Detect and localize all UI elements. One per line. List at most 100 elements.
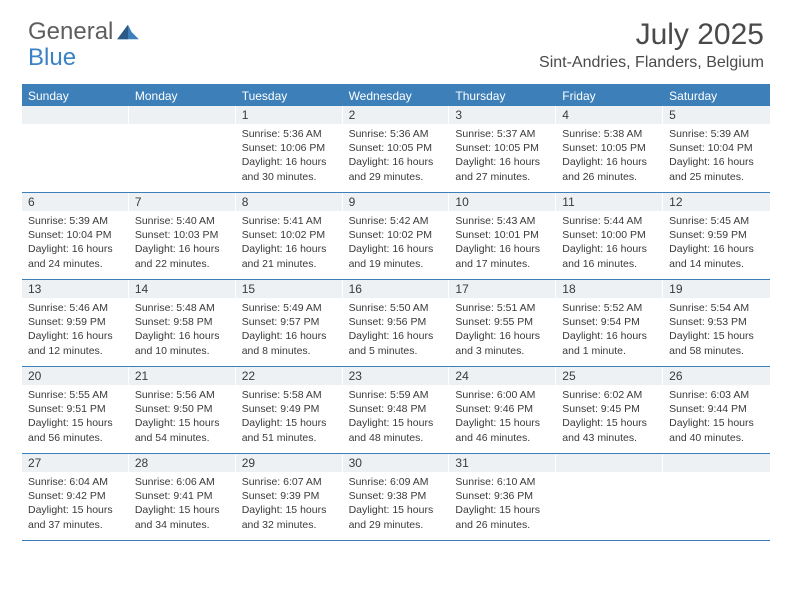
daylight-line: Daylight: 16 hours and 24 minutes.: [28, 243, 113, 269]
day-content: Sunrise: 5:44 AM Sunset: 10:00 PM Daylight…: [556, 211, 663, 277]
day-number-empty: [556, 454, 663, 472]
day-content: Sunrise: 5:58 AMSunset: 9:49 PMDaylight:…: [236, 385, 343, 451]
week-row: 27 Sunrise: 6:04 AM Sunset: 9:42 PM Dayligh…: [22, 454, 770, 541]
day-number: 15: [236, 280, 343, 298]
daylight-line: Daylight: 16 hours and 8 minutes.: [242, 330, 327, 356]
sunrise-line: Sunrise: 5:49 AM: [242, 302, 322, 314]
sunrise-line: Sunrise: 6:04 AM: [28, 476, 108, 488]
day-content: Sunrise: 5:54 AM Sunset: 9:53 PM Daylight:…: [663, 298, 770, 364]
weekday-header: Friday: [556, 86, 663, 106]
daylight-line: Daylight: 16 hours and 1 minute.: [562, 330, 647, 356]
day-number: 17: [449, 280, 556, 298]
day-number: 6: [22, 193, 129, 211]
day-content: Sunrise: 6:04 AMSunset: 9:42 PMDaylight:…: [22, 472, 129, 538]
sunrise-line: Sunrise: 5:44 AM: [562, 215, 642, 227]
sunset-line: Sunset: 9:58 PM: [135, 316, 213, 328]
sunrise-line: Sunrise: 5:45 AM: [669, 215, 749, 227]
day-cell: 3Sunrise: 5:37 AMSunset: 10:05 PMDayligh…: [449, 106, 556, 192]
day-cell: 1Sunrise: 5:36 AMSunset: 10:06 PMDayligh…: [236, 106, 343, 192]
day-number: 27: [22, 454, 129, 472]
daylight-line: Daylight: 15 hours and 58 minutes.: [669, 330, 754, 356]
weekday-header: Saturday: [663, 86, 770, 106]
day-cell: 13Sunrise: 5:46 AMSunset: 9:59 PMDayligh…: [22, 280, 129, 366]
daylight-line: Daylight: 15 hours and 56 minutes.: [28, 417, 113, 443]
sunset-line: Sunset: 10:00 PM: [562, 229, 645, 241]
day-number: 24: [449, 367, 556, 385]
day-cell: 23Sunrise: 5:59 AMSunset: 9:48 PMDayligh…: [343, 367, 450, 453]
daylight-line: Daylight: 16 hours and 30 minutes.: [242, 156, 327, 182]
day-number: 11: [556, 193, 663, 211]
sunrise-line: Sunrise: 5:55 AM: [28, 389, 108, 401]
sunrise-line: Sunrise: 6:02 AM: [562, 389, 642, 401]
daylight-line: Daylight: 16 hours and 12 minutes.: [28, 330, 113, 356]
day-content: Sunrise: 5:36 AMSunset: 10:06 PMDaylight…: [236, 124, 343, 190]
daylight-line: Daylight: 16 hours and 17 minutes.: [455, 243, 540, 269]
day-cell: 21Sunrise: 5:56 AMSunset: 9:50 PMDayligh…: [129, 367, 236, 453]
sunrise-line: Sunrise: 6:03 AM: [669, 389, 749, 401]
day-cell: [129, 106, 236, 192]
day-number: 19: [663, 280, 770, 298]
sunset-line: Sunset: 9:59 PM: [28, 316, 106, 328]
day-number: 3: [449, 106, 556, 124]
day-content: Sunrise: 6:07 AMSunset: 9:39 PMDaylight:…: [236, 472, 343, 538]
week-row: 20Sunrise: 5:55 AMSunset: 9:51 PMDayligh…: [22, 367, 770, 454]
weekday-header: Monday: [129, 86, 236, 106]
sunrise-line: Sunrise: 6:09 AM: [349, 476, 429, 488]
daylight-line: Daylight: 15 hours and 26 minutes.: [455, 504, 540, 530]
day-cell: 22Sunrise: 5:58 AMSunset: 9:49 PMDayligh…: [236, 367, 343, 453]
day-content: Sunrise: 6:09 AMSunset: 9:38 PMDaylight:…: [343, 472, 450, 538]
day-cell: 16Sunrise: 5:50 AMSunset: 9:56 PMDayligh…: [343, 280, 450, 366]
daylight-line: Daylight: 16 hours and 22 minutes.: [135, 243, 220, 269]
sunrise-line: Sunrise: 5:48 AM: [135, 302, 215, 314]
day-number: 20: [22, 367, 129, 385]
sunrise-line: Sunrise: 6:07 AM: [242, 476, 322, 488]
day-content: Sunrise: 5:40 AM Sunset: 10:03 PM Daylight…: [129, 211, 236, 277]
sunrise-line: Sunrise: 5:46 AM: [28, 302, 108, 314]
day-content: Sunrise: 5:45 AMSunset: 9:59 PMDaylight:…: [663, 211, 770, 277]
day-number: 25: [556, 367, 663, 385]
sunset-line: Sunset: 9:44 PM: [669, 403, 747, 415]
sunset-line: Sunset: 9:42 PM: [28, 490, 106, 502]
daylight-line: Daylight: 15 hours and 29 minutes.: [349, 504, 434, 530]
sunset-line: Sunset: 10:04 PM: [28, 229, 111, 241]
day-number: 16: [343, 280, 450, 298]
day-cell: 15Sunrise: 5:49 AMSunset: 9:57 PMDayligh…: [236, 280, 343, 366]
calendar: SundayMondayTuesdayWednesdayThursdayFrid…: [22, 84, 770, 541]
day-number: 22: [236, 367, 343, 385]
daylight-line: Daylight: 15 hours and 51 minutes.: [242, 417, 327, 443]
sunrise-line: Sunrise: 5:39 AM: [669, 128, 749, 140]
week-row: 13Sunrise: 5:46 AMSunset: 9:59 PMDayligh…: [22, 280, 770, 367]
logo-triangle-icon: [117, 23, 139, 41]
day-content: Sunrise: 6:03 AMSunset: 9:44 PMDaylight:…: [663, 385, 770, 451]
sunrise-line: Sunrise: 5:54 AM: [669, 302, 749, 314]
sunrise-line: Sunrise: 5:38 AM: [562, 128, 642, 140]
sunset-line: Sunset: 9:53 PM: [669, 316, 747, 328]
day-content: Sunrise: 5:42 AMSunset: 10:02 PMDaylight…: [343, 211, 450, 277]
daylight-line: Daylight: 15 hours and 34 minutes.: [135, 504, 220, 530]
day-content: Sunrise: 5:52 AMSunset: 9:54 PMDaylight:…: [556, 298, 663, 364]
day-number-empty: [129, 106, 236, 124]
daylight-line: Daylight: 15 hours and 46 minutes.: [455, 417, 540, 443]
day-number: 12: [663, 193, 770, 211]
weekday-header-row: SundayMondayTuesdayWednesdayThursdayFrid…: [22, 86, 770, 106]
daylight-line: Daylight: 16 hours and 16 minutes.: [562, 243, 647, 269]
day-number: 1: [236, 106, 343, 124]
sunrise-line: Sunrise: 5:36 AM: [242, 128, 322, 140]
sunset-line: Sunset: 10:04 PM: [669, 142, 752, 154]
sunrise-line: Sunrise: 5:39 AM: [28, 215, 108, 227]
week-row: 6 Sunrise: 5:39 AM Sunset: 10:04 PM Dayligh…: [22, 193, 770, 280]
daylight-line: Daylight: 15 hours and 48 minutes.: [349, 417, 434, 443]
sunrise-line: Sunrise: 5:50 AM: [349, 302, 429, 314]
daylight-line: Daylight: 16 hours and 19 minutes.: [349, 243, 434, 269]
day-cell: 27Sunrise: 6:04 AMSunset: 9:42 PMDayligh…: [22, 454, 129, 540]
sunrise-line: Sunrise: 5:59 AM: [349, 389, 429, 401]
day-cell: 24Sunrise: 6:00 AMSunset: 9:46 PMDayligh…: [449, 367, 556, 453]
daylight-line: Daylight: 16 hours and 27 minutes.: [455, 156, 540, 182]
day-content: Sunrise: 5:41 AMSunset: 10:02 PMDaylight…: [236, 211, 343, 277]
day-cell: 10Sunrise: 5:43 AMSunset: 10:01 PMDaylig…: [449, 193, 556, 279]
daylight-line: Daylight: 15 hours and 43 minutes.: [562, 417, 647, 443]
day-cell: [663, 454, 770, 540]
sunset-line: Sunset: 10:03 PM: [135, 229, 218, 241]
sunrise-line: Sunrise: 5:40 AM: [135, 215, 215, 227]
day-number: 8: [236, 193, 343, 211]
